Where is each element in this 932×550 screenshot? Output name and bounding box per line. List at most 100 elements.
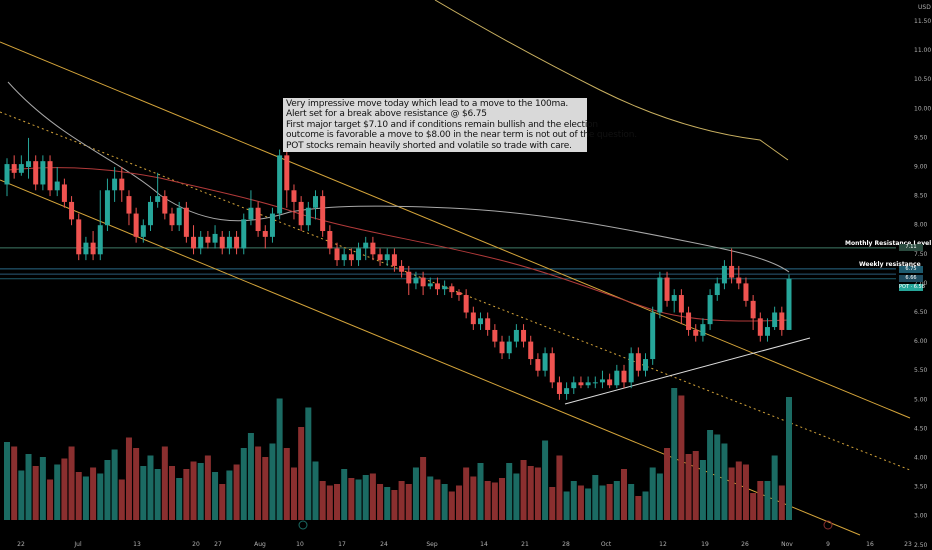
volume-bar <box>355 479 362 520</box>
candle-body <box>226 236 232 249</box>
volume-bar <box>707 430 714 520</box>
y-tick-label: 9.50 <box>914 134 928 141</box>
volume-bar <box>90 467 97 520</box>
volume-bar <box>247 433 254 520</box>
note-line: outcome is favorable a move to $8.00 in … <box>286 130 637 141</box>
volume-bar <box>685 454 692 520</box>
candle-body <box>599 379 605 383</box>
event-marker <box>823 520 833 530</box>
volume-bar <box>635 496 642 520</box>
volume-bar <box>721 443 728 520</box>
volume-bar <box>61 458 68 520</box>
candle-body <box>499 341 505 354</box>
candle-body <box>183 207 189 237</box>
volume-bar <box>219 484 226 520</box>
note-line: POT stocks remain heavily shorted and vo… <box>286 140 572 151</box>
volume-bar <box>477 463 484 520</box>
volume-bar <box>556 455 563 520</box>
volume-bar <box>47 479 54 520</box>
volume-bar <box>334 484 341 520</box>
event-marker <box>298 520 308 530</box>
volume-bar <box>728 467 735 520</box>
volume-bar <box>664 448 671 520</box>
x-tick-label: 23 <box>904 541 912 548</box>
volume-bar <box>319 481 326 520</box>
volume-bar <box>283 448 290 520</box>
candle-body <box>736 277 742 284</box>
volume-bar <box>118 479 125 520</box>
volume-bar <box>204 455 211 520</box>
volume-bar <box>628 484 635 520</box>
candle-body <box>635 353 641 371</box>
y-tick-label: 5.00 <box>914 396 928 403</box>
volume-bar <box>527 466 534 520</box>
volume-bar <box>262 457 269 520</box>
volume-bar <box>169 466 176 520</box>
candle-body <box>334 248 340 261</box>
candle-body <box>643 359 649 371</box>
volume-bar <box>326 485 333 520</box>
x-tick-label: 28 <box>562 541 570 548</box>
upper-channel-line <box>0 41 911 419</box>
volume-bar <box>671 388 678 520</box>
candle-body <box>234 236 240 249</box>
volume-bar <box>427 476 434 520</box>
candle-body <box>147 201 153 226</box>
volume-bar <box>197 463 204 520</box>
x-tick-label: 13 <box>133 541 141 548</box>
volume-bar <box>226 470 233 520</box>
candle-body <box>621 370 627 383</box>
x-tick-label: Nov <box>781 541 793 548</box>
volume-bar <box>714 434 721 520</box>
x-tick-label: 17 <box>338 541 346 548</box>
analysis-note: Very impressive move today which lead to… <box>283 98 637 153</box>
candle-body <box>298 201 304 226</box>
note-line: Very impressive move today which lead to… <box>286 99 569 109</box>
volume-bar <box>111 449 118 520</box>
x-tick-label: 10 <box>296 541 304 548</box>
last-price-tag: POT · 6.58 <box>899 284 925 291</box>
candle-body <box>442 286 448 290</box>
candle-body <box>291 190 297 202</box>
candle-body <box>729 265 735 278</box>
candle-body <box>47 161 53 191</box>
candle-body <box>191 236 197 249</box>
volume-bar <box>18 470 25 520</box>
candle-body <box>678 295 684 313</box>
volume-bar <box>534 467 541 520</box>
volume-bar <box>176 478 183 520</box>
candle-body <box>11 164 17 173</box>
volume-bar <box>441 484 448 520</box>
y-tick-label: 3.00 <box>914 513 928 520</box>
volume-bar <box>420 457 427 520</box>
candle-body <box>420 277 426 287</box>
x-tick-label: 19 <box>701 541 709 548</box>
volume-bar <box>269 443 276 520</box>
volume-bar <box>570 481 577 520</box>
candle-body <box>521 329 527 342</box>
candle-body <box>176 207 182 226</box>
x-tick-label: Jul <box>73 541 82 548</box>
candle-body <box>119 178 125 191</box>
candle-body <box>126 196 132 214</box>
volume-bar <box>97 473 104 520</box>
volume-bar <box>563 491 570 520</box>
note-line: First major target $7.10 and if conditio… <box>286 119 598 130</box>
candle-body <box>614 370 620 386</box>
candle-body <box>269 213 275 237</box>
candle-body <box>714 283 720 296</box>
volume-bar <box>463 467 470 520</box>
candle-body <box>312 196 318 208</box>
candle-body <box>607 379 613 386</box>
x-tick-label: 16 <box>866 541 874 548</box>
volume-bar <box>25 454 32 520</box>
candle-body <box>212 233 218 243</box>
candle-body <box>370 242 376 255</box>
volume-bar <box>161 446 168 520</box>
volume-bar <box>649 467 656 520</box>
x-tick-label: 27 <box>214 541 222 548</box>
candle-body <box>112 178 118 191</box>
currency-label: USD <box>918 4 931 11</box>
volume-bar <box>104 460 111 520</box>
